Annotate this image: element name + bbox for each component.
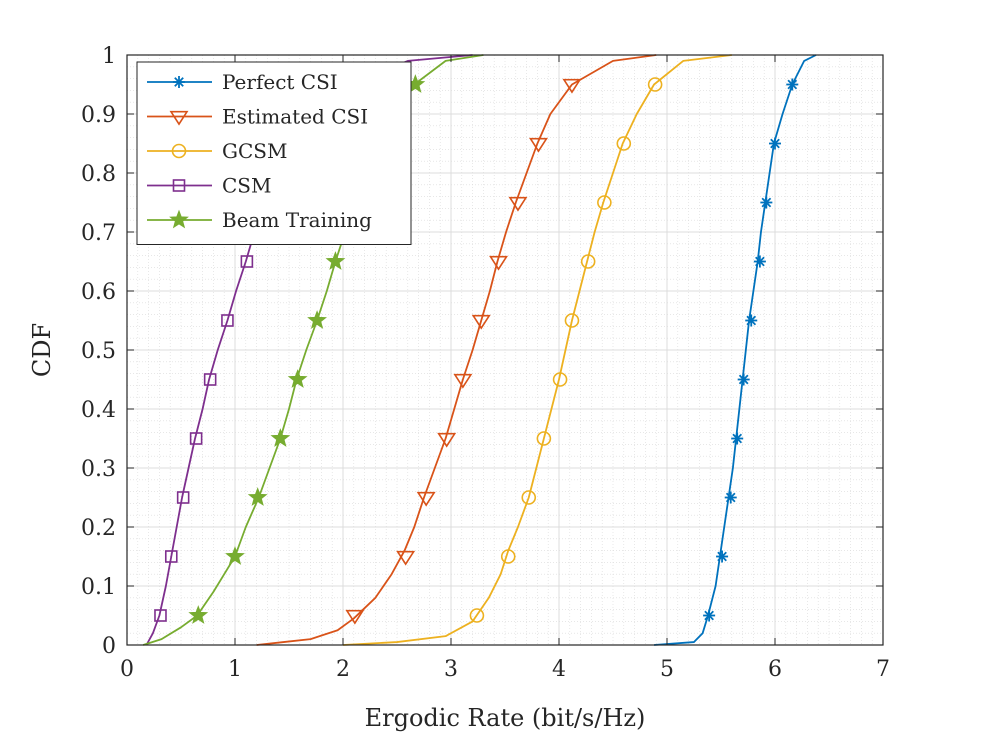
data-point-marker: [760, 196, 773, 209]
data-point-marker: [500, 549, 516, 564]
x-tick-label: 7: [876, 657, 890, 682]
axis-ticks: [126, 54, 884, 646]
legend-item: Perfect CSI: [147, 70, 338, 94]
data-point-marker: [562, 78, 582, 94]
y-tick-label: 0.3: [81, 457, 116, 482]
legend: Perfect CSI Estimated CSI GCSM CSM Beam Trai…: [136, 61, 412, 245]
x-tick-label: 1: [228, 657, 242, 682]
series-line: [256, 54, 657, 646]
legend-item: Estimated CSI: [147, 105, 368, 129]
data-point-marker: [325, 251, 346, 270]
data-point-marker: [489, 255, 508, 271]
legend-box: [136, 61, 412, 245]
y-tick-label: 0.1: [81, 575, 116, 600]
data-point-marker: [580, 254, 596, 269]
data-point-marker: [247, 487, 268, 506]
data-point-marker: [508, 196, 528, 212]
data-point-marker: [307, 310, 327, 329]
x-tick-label: 5: [660, 657, 674, 682]
data-point-marker: [564, 313, 580, 328]
data-point-marker: [453, 373, 473, 389]
legend-item: CSM: [147, 174, 271, 198]
data-point-marker: [471, 314, 491, 330]
y-axis-label: CDF: [28, 323, 56, 377]
data-point-marker: [176, 491, 190, 504]
series-line: [342, 54, 732, 646]
x-tick-label: 4: [552, 657, 566, 682]
legend-label: Estimated CSI: [222, 105, 368, 129]
data-point-marker: [521, 490, 537, 505]
y-tick-labels: 0 0.1 0.2 0.3 0.4 0.5 0.6 0.7 0.8 0.9 1: [81, 44, 116, 659]
data-point-marker: [240, 255, 254, 268]
legend-item: Beam Training: [147, 208, 372, 232]
data-point-marker: [221, 314, 234, 327]
x-tick-labels: 0 1 2 3 4 5 6 7: [120, 657, 890, 682]
series-estimated-csi: [256, 54, 657, 646]
series-gcsm: [342, 54, 732, 646]
data-point-marker: [164, 550, 178, 563]
x-tick-label: 2: [336, 657, 350, 682]
data-point-marker: [203, 373, 217, 386]
data-point-marker: [225, 546, 245, 565]
y-tick-label: 0.4: [81, 398, 116, 423]
data-point-marker: [189, 432, 203, 445]
legend-label: CSM: [222, 174, 271, 198]
legend-marker: [173, 76, 185, 88]
legend-label: Perfect CSI: [222, 70, 338, 94]
data-point-marker: [188, 605, 209, 624]
data-point-marker: [647, 77, 663, 92]
data-point-marker: [597, 195, 612, 210]
data-point-marker: [703, 609, 716, 622]
x-tick-label: 0: [120, 657, 134, 682]
legend-item: GCSM: [147, 139, 287, 163]
legend-marker: [169, 110, 189, 126]
y-tick-label: 0.8: [81, 162, 116, 187]
data-point-marker: [769, 137, 781, 150]
data-point-marker: [469, 608, 485, 623]
legend-marker: [171, 143, 187, 159]
data-point-marker: [786, 78, 799, 91]
y-tick-label: 0.6: [81, 280, 116, 305]
series-perfect-csi: [653, 54, 817, 646]
x-tick-label: 6: [768, 657, 782, 682]
legend-label: Beam Training: [222, 208, 372, 232]
y-tick-label: 0.7: [81, 221, 116, 246]
y-tick-label: 1: [102, 44, 116, 69]
legend-marker: [169, 209, 189, 229]
data-point-marker: [745, 314, 758, 327]
data-point-marker: [154, 609, 167, 622]
x-axis-label: Ergodic Rate (bit/s/Hz): [365, 704, 646, 732]
data-point-marker: [345, 609, 365, 625]
data-point-marker: [716, 550, 729, 563]
data-point-marker: [737, 373, 750, 386]
data-point-marker: [616, 136, 632, 151]
data-point-marker: [437, 432, 457, 448]
data-point-marker: [731, 432, 744, 445]
data-point-marker: [270, 428, 291, 447]
x-tick-label: 3: [444, 657, 458, 682]
y-tick-label: 0.2: [81, 516, 116, 541]
y-tick-label: 0.9: [81, 103, 116, 128]
y-tick-label: 0.5: [81, 339, 116, 364]
data-point-marker: [724, 491, 737, 504]
data-point-marker: [552, 372, 568, 387]
data-point-marker: [529, 137, 548, 153]
data-point-marker: [536, 431, 552, 446]
legend-marker: [172, 179, 186, 192]
data-point-marker: [416, 491, 436, 507]
data-point-marker: [287, 369, 308, 388]
data-point-marker: [753, 255, 766, 268]
legend-label: GCSM: [222, 139, 287, 163]
y-tick-label: 0: [102, 634, 116, 659]
data-point-marker: [396, 550, 416, 566]
